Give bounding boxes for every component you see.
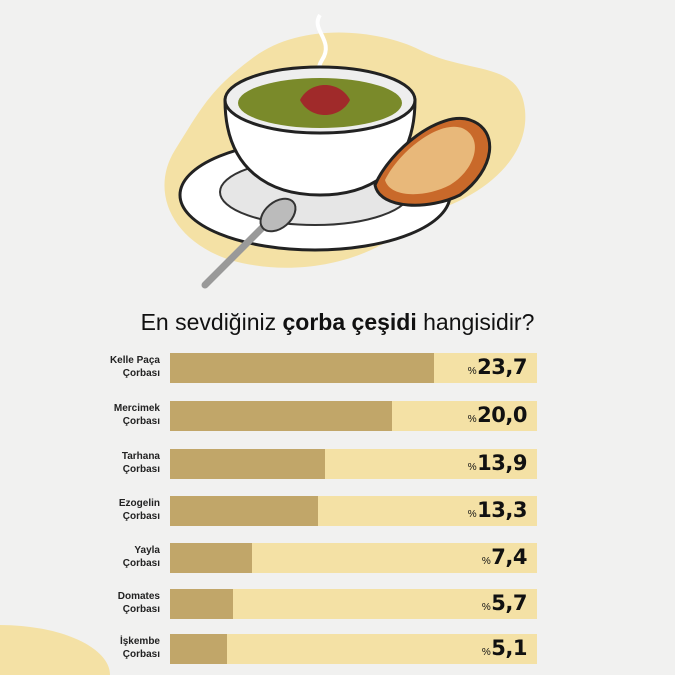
category-line: Çorbası bbox=[122, 464, 160, 475]
category-line: Tarhana bbox=[121, 451, 160, 462]
category-line: Mercimek bbox=[113, 403, 160, 414]
category-line: Çorbası bbox=[122, 368, 160, 379]
data-label: %5,1 bbox=[481, 636, 528, 660]
bar-track: %5,7 bbox=[170, 589, 537, 619]
category-line: Çorbası bbox=[122, 649, 160, 660]
value: 23,7 bbox=[477, 355, 527, 379]
bar-row: Kelle Paça Çorbası %23,7 bbox=[0, 353, 675, 383]
percent-sign: % bbox=[467, 462, 477, 473]
data-label: %20,0 bbox=[467, 403, 528, 427]
bar bbox=[170, 449, 325, 479]
bar bbox=[170, 353, 434, 383]
bar bbox=[170, 401, 393, 431]
percent-sign: % bbox=[481, 647, 491, 658]
meat-topping bbox=[300, 85, 350, 115]
category-label: Mercimek Çorbası bbox=[50, 402, 160, 428]
category-line: Çorbası bbox=[122, 604, 160, 615]
value: 7,4 bbox=[491, 545, 527, 569]
bar-row: Mercimek Çorbası %20,0 bbox=[0, 401, 675, 431]
spoon bbox=[201, 221, 269, 289]
category-line: Çorbası bbox=[122, 416, 160, 427]
bar-track: %23,7 bbox=[170, 353, 537, 383]
category-line: Çorbası bbox=[122, 558, 160, 569]
bar-track: %13,3 bbox=[170, 496, 537, 526]
category-line: Kelle Paça bbox=[109, 355, 160, 366]
category-line: Ezogelin bbox=[118, 498, 160, 509]
percent-sign: % bbox=[467, 414, 477, 425]
bar-row: Tarhana Çorbası %13,9 bbox=[0, 449, 675, 479]
percent-sign: % bbox=[467, 366, 477, 377]
category-label: Yayla Çorbası bbox=[50, 544, 160, 570]
percent-sign: % bbox=[481, 602, 491, 613]
bar-track: %13,9 bbox=[170, 449, 537, 479]
value: 5,7 bbox=[491, 591, 527, 615]
category-label: Ezogelin Çorbası bbox=[50, 497, 160, 523]
bread-crumb bbox=[385, 126, 475, 195]
bar bbox=[170, 589, 234, 619]
bar bbox=[170, 496, 318, 526]
title-emphasis: çorba çeşidi bbox=[282, 309, 417, 335]
category-label: Tarhana Çorbası bbox=[50, 450, 160, 476]
value: 13,3 bbox=[477, 498, 527, 522]
data-label: %23,7 bbox=[467, 355, 528, 379]
category-line: Çorbası bbox=[122, 511, 160, 522]
spoon-head bbox=[259, 197, 297, 233]
bar-row: Yayla Çorbası %7,4 bbox=[0, 543, 675, 573]
data-label: %13,3 bbox=[467, 498, 528, 522]
data-label: %7,4 bbox=[481, 545, 528, 569]
category-label: Kelle Paça Çorbası bbox=[50, 354, 160, 380]
title-part: En sevdiğiniz bbox=[140, 309, 283, 335]
bar-row: İşkembe Çorbası %5,1 bbox=[0, 634, 675, 664]
category-label: İşkembe Çorbası bbox=[50, 635, 160, 661]
title-part: hangisidir? bbox=[416, 309, 535, 335]
soup-illustration bbox=[164, 13, 526, 289]
bar bbox=[170, 543, 253, 573]
bar-row: Domates Çorbası %5,7 bbox=[0, 589, 675, 619]
value: 13,9 bbox=[477, 451, 527, 475]
bar-track: %7,4 bbox=[170, 543, 537, 573]
category-label: Domates Çorbası bbox=[50, 590, 160, 616]
category-line: Yayla bbox=[134, 545, 160, 556]
category-line: İşkembe bbox=[119, 636, 160, 647]
percent-sign: % bbox=[467, 509, 477, 520]
data-label: %5,7 bbox=[481, 591, 528, 615]
bar bbox=[170, 634, 227, 664]
bar-row: Ezogelin Çorbası %13,3 bbox=[0, 496, 675, 526]
bar-track: %5,1 bbox=[170, 634, 537, 664]
category-line: Domates bbox=[117, 591, 160, 602]
value: 5,1 bbox=[491, 636, 527, 660]
percent-sign: % bbox=[481, 556, 491, 567]
chart-title: En sevdiğiniz çorba çeşidi hangisidir? bbox=[0, 309, 675, 336]
data-label: %13,9 bbox=[467, 451, 528, 475]
bar-track: %20,0 bbox=[170, 401, 537, 431]
value: 20,0 bbox=[477, 403, 527, 427]
